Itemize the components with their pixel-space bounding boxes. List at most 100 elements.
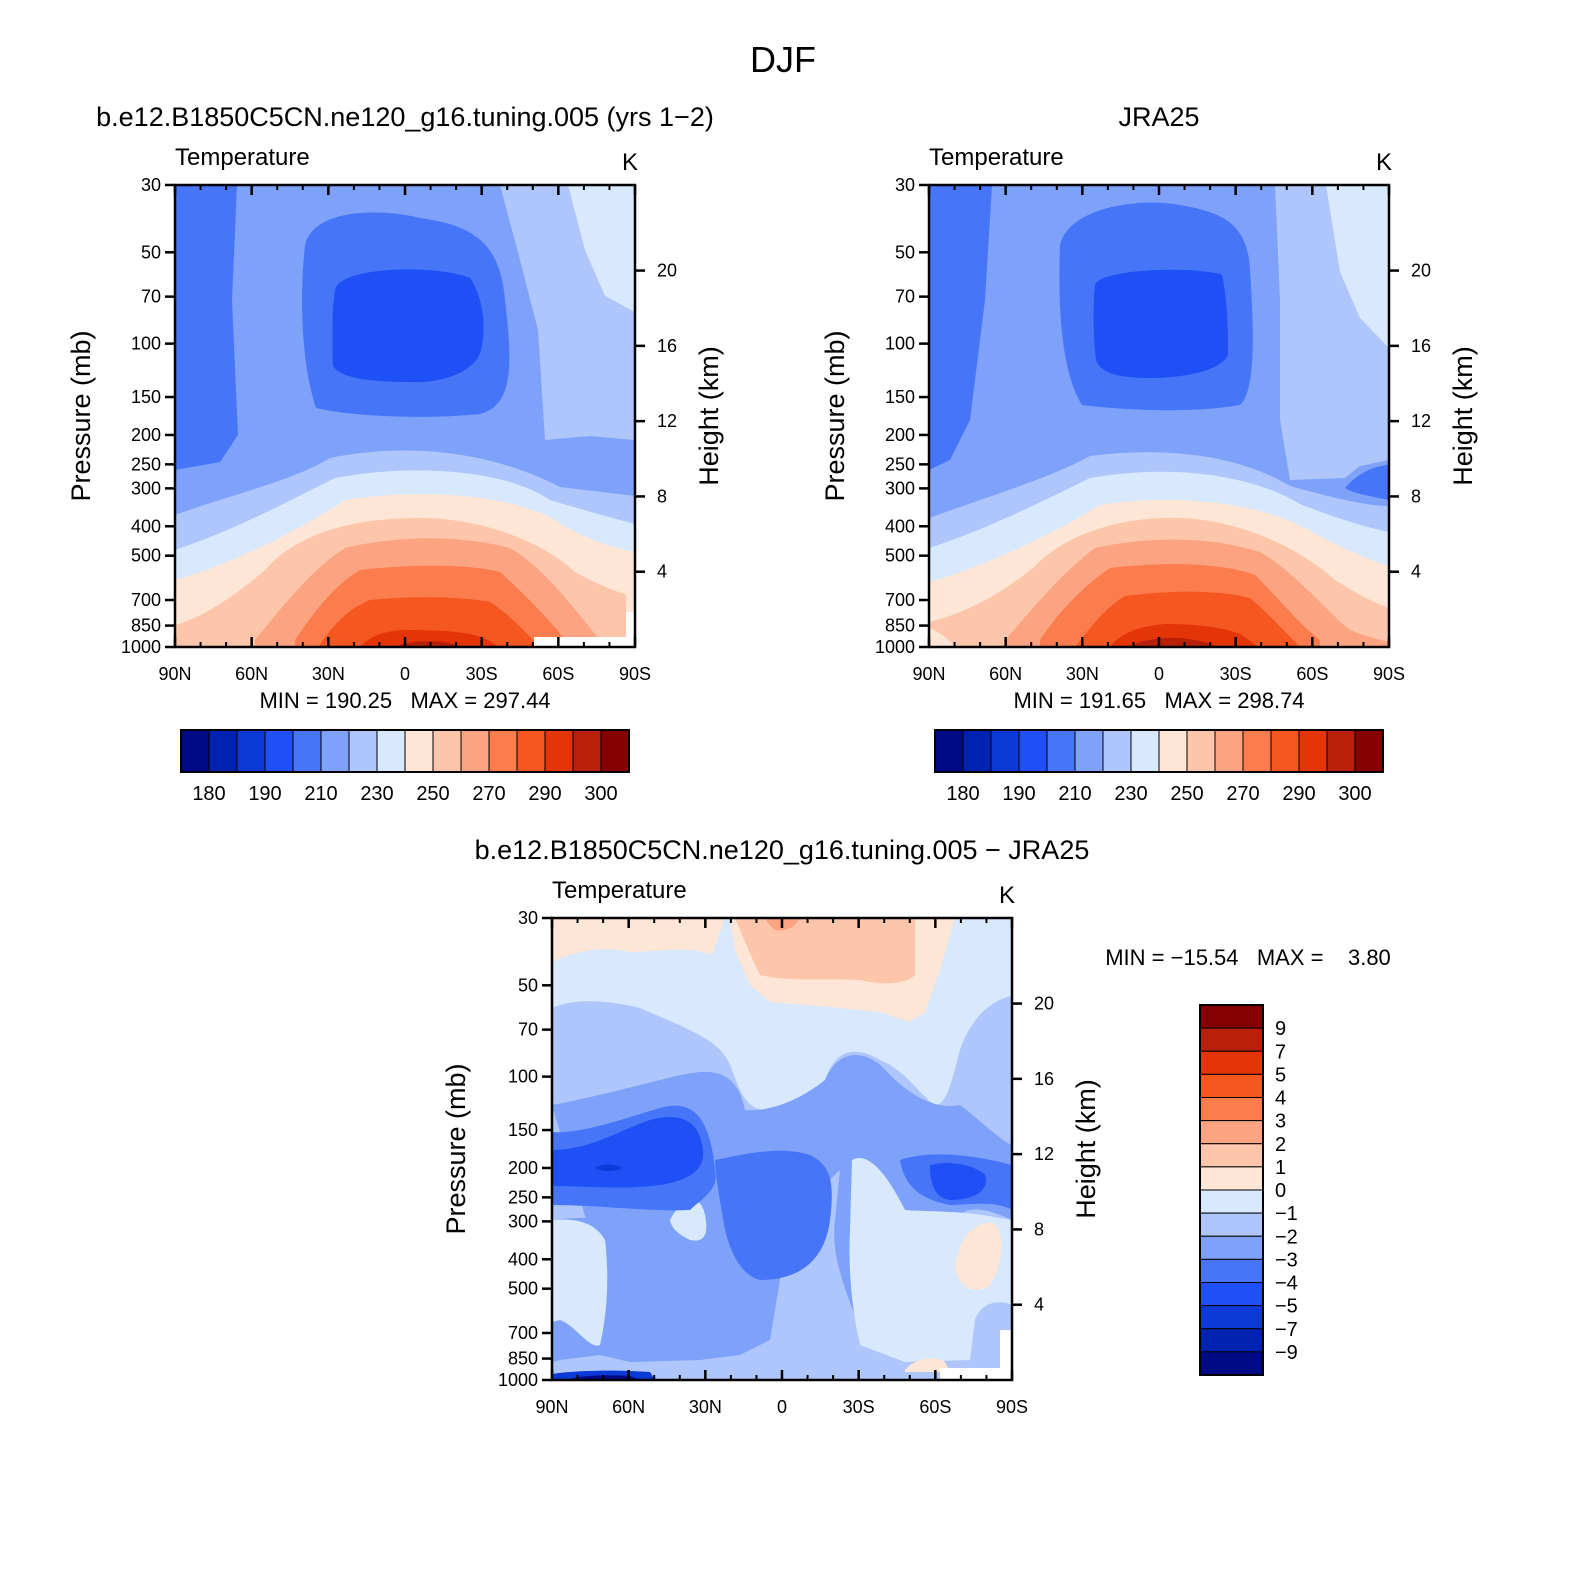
colorbar-swatch [1199,1305,1264,1330]
colorbar-label: −9 [1275,1342,1298,1364]
pressure-tick-label: 700 [131,590,161,610]
latitude-tick-label: 60N [612,1397,645,1417]
contour-region [1130,637,1218,647]
latitude-tick-label: 90N [158,664,191,684]
colorbar: 180 190 210 230 250 270 290 300 [180,729,630,805]
colorbar-label: 180 [946,783,979,805]
panel-title: b.e12.B1850C5CN.ne120_g16.tuning.005 (yr… [96,102,714,132]
latitude-tick-label: 90S [1373,664,1405,684]
height-tick-label: 16 [1411,336,1431,356]
latitude-tick-label: 30N [1066,664,1099,684]
pressure-tick-label: 100 [885,334,915,354]
colorbar-swatch [1199,1027,1264,1052]
panel-title: b.e12.B1850C5CN.ne120_g16.tuning.005 − J… [475,835,1090,865]
pressure-tick-label: 200 [131,425,161,445]
colorbar-swatch [1074,729,1104,773]
colorbar-label: 270 [1226,783,1259,805]
latitude-tick-label: 60N [989,664,1022,684]
height-tick-label: 16 [1034,1069,1054,1089]
colorbar-label: 4 [1275,1088,1286,1110]
latitude-tick-label: 30N [689,1397,722,1417]
min-label: MIN [1013,688,1053,713]
pressure-tick-label: 700 [508,1323,538,1343]
height-tick-label: 4 [1411,562,1421,582]
pressure-tick-label: 70 [518,1020,538,1040]
colorbar-swatch [1199,1351,1264,1376]
colorbar-swatch [1186,729,1216,773]
colorbar-swatch [236,729,266,773]
colorbar-label: 190 [1002,783,1035,805]
colorbar-label: 0 [1275,1180,1286,1202]
latitude-tick-label: 30S [1220,664,1252,684]
colorbar-label: 9 [1275,1018,1286,1040]
colorbar-label: 270 [472,783,505,805]
latitude-tick-label: 90N [912,664,945,684]
colorbar-swatch [1354,729,1384,773]
contour-region [905,1358,950,1372]
colorbar-swatch [488,729,518,773]
colorbar-label: 190 [248,783,281,805]
colorbar-label: 1 [1275,1157,1286,1179]
min-label: MIN [259,688,299,713]
colorbar-label: −4 [1275,1273,1298,1295]
panel-model: b.e12.B1850C5CN.ne120_g16.tuning.005 (yr… [66,102,724,805]
axes: 305070100150200250300400500700850100090N… [875,175,1431,684]
colorbar-swatch [990,729,1020,773]
colorbar-swatch [1199,1097,1264,1122]
pressure-tick-label: 250 [131,454,161,474]
contour-region [715,1150,832,1280]
field-label: Temperature [175,144,310,171]
min-value: 191.65 [1079,688,1146,713]
pressure-tick-label: 400 [508,1249,538,1269]
units-label: K [1376,149,1392,176]
pressure-tick-label: 400 [885,516,915,536]
colorbar-swatch [1158,729,1188,773]
height-tick-label: 4 [1034,1295,1044,1315]
height-tick-label: 12 [657,411,677,431]
latitude-tick-label: 30N [312,664,345,684]
figure-title: DJF [750,39,816,80]
min-max-readout: MIN = 190.25 MAX = 297.44 [259,688,550,713]
colorbar-swatch [460,729,490,773]
colorbar-swatch [1199,1189,1264,1214]
colorbar-swatch [544,729,574,773]
height-tick-label: 20 [1034,994,1054,1014]
colorbar-label: 210 [304,783,337,805]
pressure-tick-label: 200 [508,1158,538,1178]
contour-region [735,918,915,984]
colorbar-swatch [1326,729,1356,773]
missing-data [940,1368,1000,1380]
colorbar-swatch [1199,1166,1264,1191]
height-tick-label: 4 [657,562,667,582]
colorbar-swatch [934,729,964,773]
colorbar-swatch [292,729,322,773]
colorbar-swatch [432,729,462,773]
colorbar-label: −7 [1275,1319,1298,1341]
colorbar-swatch [404,729,434,773]
height-axis-title: Height (km) [694,346,724,486]
pressure-tick-label: 150 [508,1120,538,1140]
contour-region [930,1163,986,1200]
missing-data [1000,1330,1012,1380]
contour-region [552,1117,704,1188]
colorbar-swatch [1018,729,1048,773]
colorbar-swatch [1270,729,1300,773]
pressure-axis-title: Pressure (mb) [441,1063,471,1234]
min-label: MIN [1105,945,1145,970]
field-label: Temperature [552,877,687,904]
pressure-axis-title: Pressure (mb) [66,330,96,501]
panel-title: JRA25 [1118,102,1199,132]
min-max-readout: MIN = 191.65 MAX = 298.74 [1013,688,1304,713]
pressure-tick-label: 250 [885,454,915,474]
pressure-tick-label: 100 [508,1067,538,1087]
pressure-tick-label: 70 [141,287,161,307]
colorbar-label: 5 [1275,1064,1286,1086]
max-label: MAX [1164,688,1212,713]
colorbar-swatch [516,729,546,773]
colorbar-swatch [376,729,406,773]
contour-field [175,185,635,647]
contour-region [175,185,238,470]
panel-reanalysis: JRA25 Temperature K 30507010015020025030… [820,102,1478,805]
